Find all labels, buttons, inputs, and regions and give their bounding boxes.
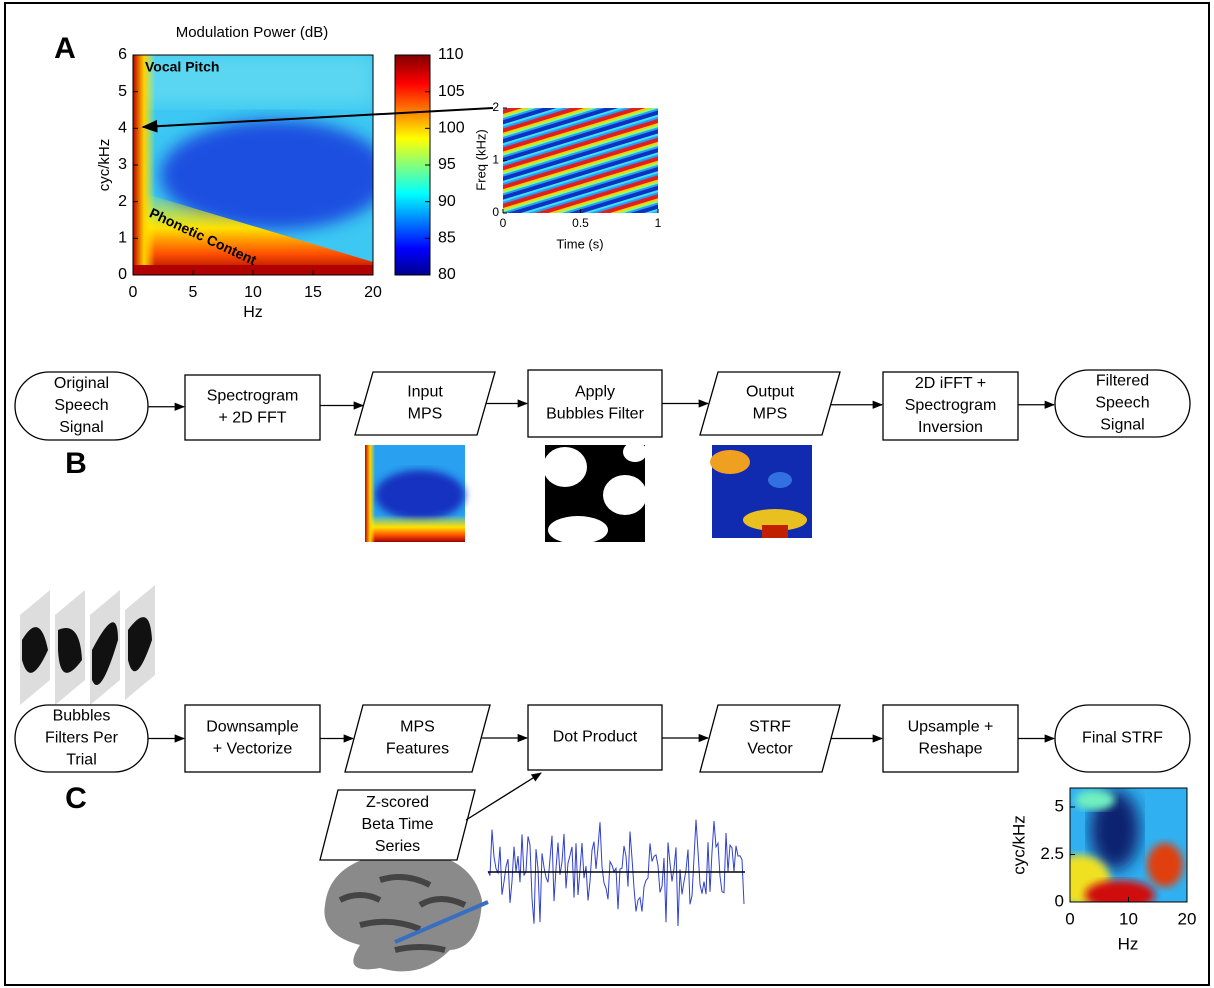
node-label: + Vectorize xyxy=(213,741,293,758)
node-label: Speech xyxy=(54,397,108,414)
y-tick-label: 5 xyxy=(118,83,127,100)
y-tick-label: 5 xyxy=(1055,796,1064,815)
node-label: MPS xyxy=(400,719,435,736)
colorbar-tick-label: 100 xyxy=(438,120,465,137)
panel-label: A xyxy=(54,32,76,65)
x-tick-label: 0.5 xyxy=(572,216,589,230)
colorbar-tick-label: 85 xyxy=(438,230,456,247)
node-label: Trial xyxy=(66,752,97,769)
inset-spectrogram xyxy=(503,108,658,213)
x-tick-label: 20 xyxy=(1178,909,1197,928)
colorbar-tick-label: 90 xyxy=(438,193,456,210)
node-label: MPS xyxy=(408,406,443,423)
x-axis-label: Hz xyxy=(243,304,263,321)
y-axis-label: cyc/kHz xyxy=(1009,815,1028,875)
process-box xyxy=(528,370,662,437)
y-tick-label: 1 xyxy=(492,153,499,167)
node-label: Beta Time xyxy=(361,816,433,833)
mps-heatmap xyxy=(133,55,390,275)
y-tick-label: 4 xyxy=(118,120,127,137)
panel-label: B xyxy=(65,447,87,480)
node-label: Spectrogram xyxy=(905,397,997,414)
figure: A B C Modulation Power (dB) cyc/kHz Hz Vocal P… xyxy=(0,0,1214,988)
node-label: Z-scored xyxy=(366,794,429,811)
node-label: 2D iFFT + xyxy=(915,375,986,392)
node-label: + 2D FFT xyxy=(218,410,286,427)
y-tick-label: 0 xyxy=(492,205,499,219)
output-mps-image xyxy=(710,445,812,538)
bubbles-stack xyxy=(20,585,155,705)
signal-trace xyxy=(488,820,744,926)
node-label: Dot Product xyxy=(553,729,638,746)
node-label: Downsample xyxy=(206,719,299,736)
node-label: Apply xyxy=(575,384,615,401)
node-label: STRF xyxy=(749,719,791,736)
process-box xyxy=(185,375,320,440)
colorbar-tick-label: 95 xyxy=(438,156,456,173)
y-tick-label: 2 xyxy=(118,193,127,210)
x-tick-label: 20 xyxy=(364,284,382,301)
node-label: Output xyxy=(746,384,795,401)
y-tick-label: 0 xyxy=(118,266,127,283)
node-label: Inversion xyxy=(918,419,983,436)
data-box xyxy=(700,705,840,772)
y-axis-label: cyc/kHz xyxy=(96,139,113,192)
node-label: Signal xyxy=(1100,417,1144,434)
node-label: Filters Per xyxy=(45,730,119,747)
y-tick-label: 3 xyxy=(118,156,127,173)
y-tick-label: 1 xyxy=(118,230,127,247)
node-label: Bubbles Filter xyxy=(546,406,644,423)
data-box xyxy=(700,372,840,435)
colorbar-tick-label: 110 xyxy=(438,46,464,63)
x-tick-label: 0 xyxy=(1065,909,1074,928)
time-series xyxy=(488,820,745,926)
process-box xyxy=(883,705,1018,772)
node-label: Features xyxy=(386,741,449,758)
node-label: MPS xyxy=(753,406,788,423)
node-label: Series xyxy=(375,838,420,855)
process-box xyxy=(185,705,320,772)
node-label: Spectrogram xyxy=(207,388,299,405)
node-label: Signal xyxy=(59,419,103,436)
data-box xyxy=(345,705,490,772)
x-axis-label: Time (s) xyxy=(556,236,603,251)
y-tick-label: 2 xyxy=(492,100,499,114)
annotation: Vocal Pitch xyxy=(145,59,219,75)
x-tick-label: 15 xyxy=(304,284,322,301)
x-tick-label: 10 xyxy=(244,284,262,301)
node-label: Reshape xyxy=(918,741,982,758)
brain xyxy=(324,852,488,972)
y-tick-label: 0 xyxy=(1055,891,1064,910)
arrow xyxy=(466,773,541,820)
x-tick-label: 10 xyxy=(1119,909,1138,928)
node-label: Filtered xyxy=(1096,373,1149,390)
y-tick-label: 2.5 xyxy=(1040,844,1064,863)
colorbar xyxy=(395,55,430,275)
node-label: Final STRF xyxy=(1082,730,1163,747)
panel-label: C xyxy=(65,782,87,815)
node-label: Bubbles xyxy=(53,708,111,725)
x-axis-label: Hz xyxy=(1118,934,1139,953)
node-label: Vector xyxy=(747,741,793,758)
input-mps-image xyxy=(365,445,465,542)
x-tick-label: 0 xyxy=(129,284,138,301)
y-tick-label: 6 xyxy=(118,46,127,63)
x-tick-label: 0 xyxy=(500,216,507,230)
node-label: Upsample + xyxy=(908,719,994,736)
bubbles-filter-image xyxy=(543,442,647,544)
node-label: Speech xyxy=(1095,395,1149,412)
colorbar-tick-label: 80 xyxy=(438,266,456,283)
x-tick-label: 5 xyxy=(189,284,198,301)
node-label: Original xyxy=(54,375,109,392)
data-box xyxy=(355,372,495,435)
colorbar-tick-label: 105 xyxy=(438,83,465,100)
y-axis-label: Freq (kHz) xyxy=(473,129,488,190)
plot-title: Modulation Power (dB) xyxy=(176,24,329,41)
node-label: Input xyxy=(407,384,443,401)
strf-heatmap xyxy=(1050,788,1187,910)
x-tick-label: 1 xyxy=(655,216,662,230)
